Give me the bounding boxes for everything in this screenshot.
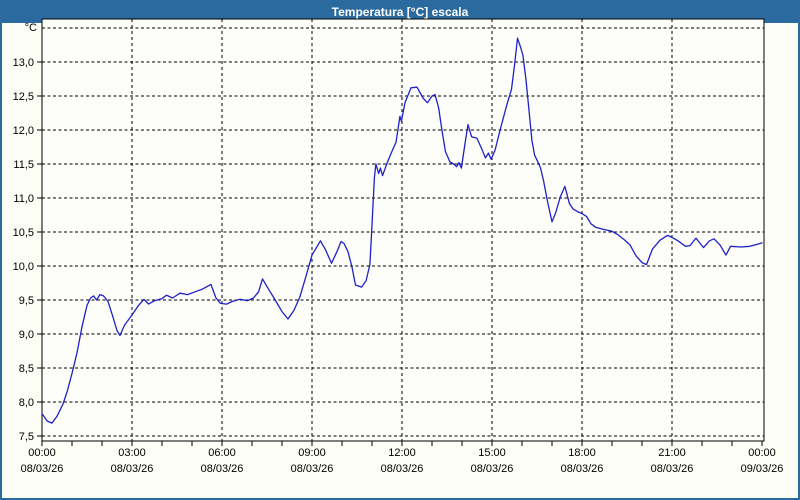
y-tick-label: 12,5 bbox=[13, 91, 34, 103]
x-tick-date: 08/03/26 bbox=[381, 463, 424, 475]
x-tick-date: 08/03/26 bbox=[561, 463, 604, 475]
x-tick-time: 09:00 bbox=[298, 447, 326, 459]
x-tick-date: 08/03/26 bbox=[21, 463, 64, 475]
x-tick-time: 15:00 bbox=[478, 447, 506, 459]
temperature-series-line bbox=[41, 37, 763, 424]
x-tick-date: 09/03/26 bbox=[741, 463, 784, 475]
x-tick-time: 03:00 bbox=[118, 447, 146, 459]
x-axis-ticks bbox=[41, 441, 763, 446]
plot-area bbox=[42, 19, 764, 441]
x-tick-date: 08/03/26 bbox=[201, 463, 244, 475]
x-tick-time: 00:00 bbox=[28, 447, 56, 459]
y-axis-unit-label: °C bbox=[25, 22, 37, 34]
y-axis-ticks: 13,0 12,5 12,0 11,5 11,0 10,5 10,0 9,5 9,0 8,5 8,0… bbox=[13, 57, 42, 443]
x-tick-time: 00:00 bbox=[748, 447, 776, 459]
y-tick-label: 13,0 bbox=[13, 57, 34, 69]
window-title: Temperatura [°C] escala bbox=[331, 5, 469, 19]
x-tick-time: 06:00 bbox=[208, 447, 236, 459]
x-tick-date: 08/03/26 bbox=[111, 463, 154, 475]
plot-frame bbox=[41, 18, 765, 442]
y-tick-label: 8,0 bbox=[19, 397, 34, 409]
x-gridlines bbox=[131, 19, 673, 441]
y-tick-label: 11,0 bbox=[13, 193, 34, 205]
y-tick-label: 7,5 bbox=[19, 431, 34, 443]
x-tick-time: 12:00 bbox=[388, 447, 416, 459]
x-tick-labels: 00:00 08/03/26 03:00 08/03/26 06:00 08/03/26 0… bbox=[21, 447, 784, 475]
y-tick-label: 9,5 bbox=[19, 295, 34, 307]
temperature-chart: 13,0 12,5 12,0 11,5 11,0 10,5 10,0 9,5 9,0 8,5 8,0… bbox=[13, 18, 784, 475]
x-tick-date: 08/03/26 bbox=[291, 463, 334, 475]
y-tick-label: 9,0 bbox=[19, 329, 34, 341]
y-gridlines bbox=[42, 27, 764, 437]
y-tick-label: 10,5 bbox=[13, 227, 34, 239]
y-tick-label: 10,0 bbox=[13, 261, 34, 273]
y-tick-label: 8,5 bbox=[19, 363, 34, 375]
y-tick-label: 12,0 bbox=[13, 125, 34, 137]
window-title-bar[interactable]: Temperatura [°C] escala bbox=[2, 2, 798, 23]
x-tick-time: 18:00 bbox=[568, 447, 596, 459]
x-tick-time: 21:00 bbox=[658, 447, 686, 459]
x-tick-date: 08/03/26 bbox=[651, 463, 694, 475]
x-tick-date: 08/03/26 bbox=[471, 463, 514, 475]
y-tick-label: 11,5 bbox=[13, 159, 34, 171]
